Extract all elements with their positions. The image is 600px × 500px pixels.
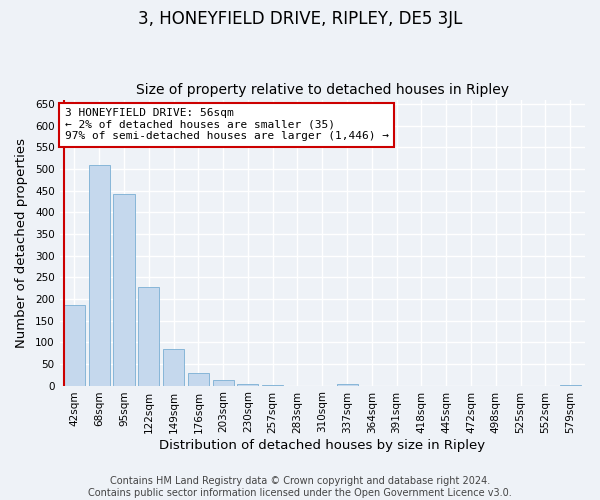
- Y-axis label: Number of detached properties: Number of detached properties: [15, 138, 28, 348]
- Bar: [163, 348, 184, 386]
- Bar: [262, 384, 283, 386]
- Text: 3 HONEYFIELD DRIVE: 56sqm
← 2% of detached houses are smaller (35)
97% of semi-d: 3 HONEYFIELD DRIVE: 56sqm ← 2% of detach…: [65, 108, 389, 142]
- Bar: [560, 384, 581, 386]
- Bar: [138, 287, 160, 386]
- Bar: [337, 384, 358, 386]
- Bar: [238, 384, 259, 386]
- X-axis label: Distribution of detached houses by size in Ripley: Distribution of detached houses by size …: [159, 440, 485, 452]
- Text: Contains HM Land Registry data © Crown copyright and database right 2024.
Contai: Contains HM Land Registry data © Crown c…: [88, 476, 512, 498]
- Bar: [113, 194, 134, 386]
- Bar: [188, 373, 209, 386]
- Bar: [89, 164, 110, 386]
- Text: 3, HONEYFIELD DRIVE, RIPLEY, DE5 3JL: 3, HONEYFIELD DRIVE, RIPLEY, DE5 3JL: [138, 10, 462, 28]
- Bar: [212, 380, 233, 386]
- Title: Size of property relative to detached houses in Ripley: Size of property relative to detached ho…: [136, 83, 509, 97]
- Bar: [64, 306, 85, 386]
